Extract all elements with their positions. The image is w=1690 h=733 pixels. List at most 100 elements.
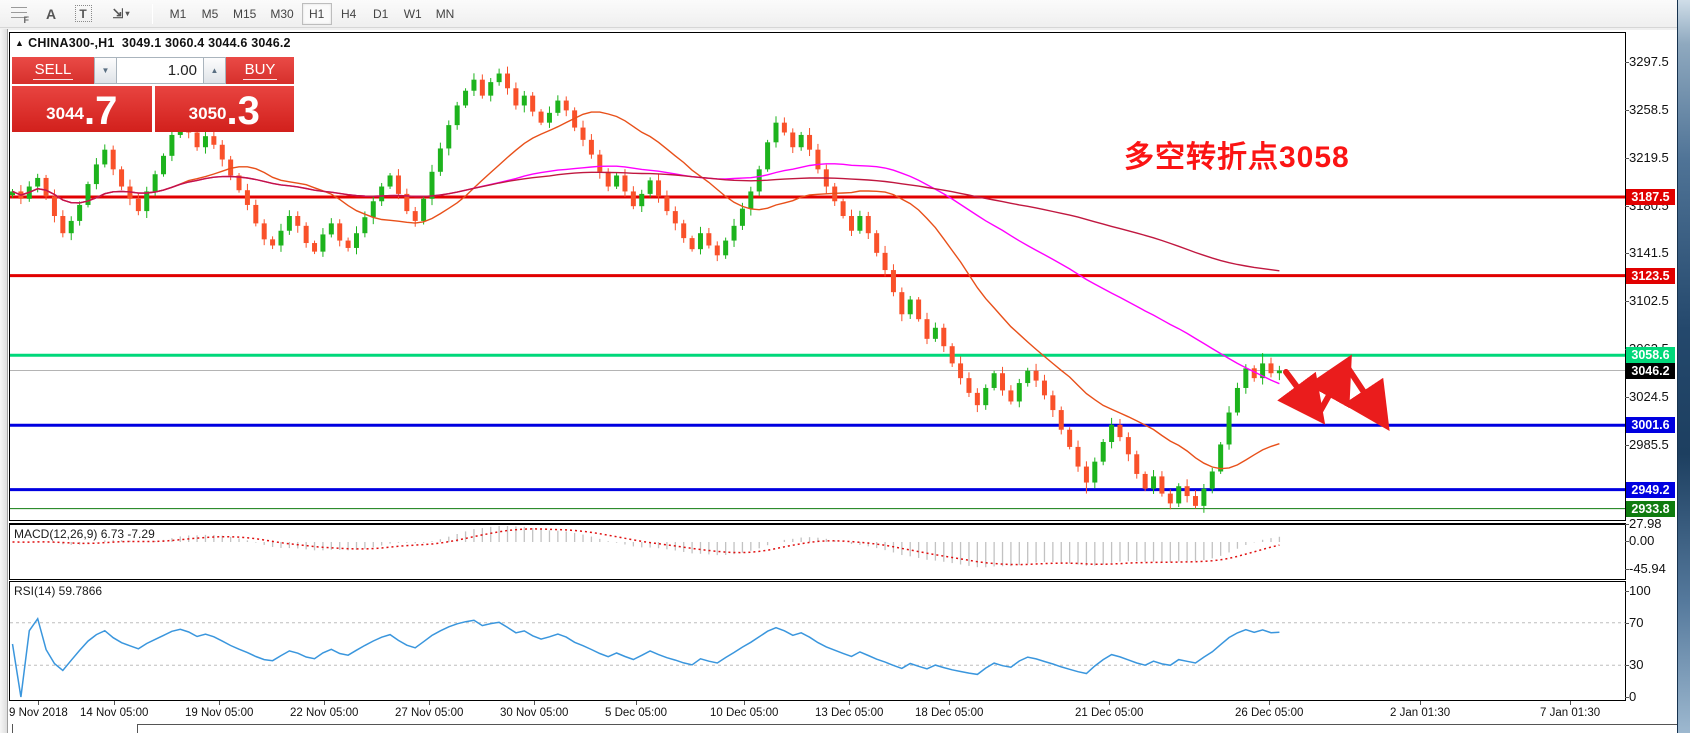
candle-body <box>51 196 57 217</box>
candle-body <box>882 252 888 271</box>
candle-body <box>748 191 754 209</box>
arrows-icon: ⇲ <box>112 5 124 21</box>
candle-body <box>1100 442 1106 462</box>
volume-increase-button[interactable]: ▲ <box>203 57 226 84</box>
candle-body <box>496 73 502 83</box>
chart-window: ▲ CHINA300-,H1 3049.1 3060.4 3044.6 3046.… <box>8 30 1677 733</box>
candle-body <box>1000 373 1006 391</box>
candle-body <box>119 169 125 187</box>
candle-body <box>521 95 527 106</box>
timeframe-m15[interactable]: M15 <box>233 6 257 21</box>
candle-body <box>312 243 318 252</box>
candle-body <box>815 149 821 170</box>
candle-body <box>337 223 343 241</box>
buy-button[interactable]: BUY <box>226 57 294 84</box>
trade-panel: SELL ▼ 1.00 ▲ BUY 3044.7 3050.3 <box>12 57 294 132</box>
candle-body <box>781 122 787 133</box>
volume-decrease-button[interactable]: ▼ <box>94 57 117 84</box>
price-badge-2933.8: 2933.8 <box>1626 500 1675 517</box>
sell-button[interactable]: SELL <box>12 57 94 84</box>
forecast-arrow-segment <box>1307 354 1352 418</box>
candlestick-chart <box>10 66 1625 513</box>
candle-body <box>1075 446 1081 467</box>
price-pane[interactable]: ▲ CHINA300-,H1 3049.1 3060.4 3044.6 3046.… <box>9 32 1626 521</box>
time-axis[interactable]: 9 Nov 2018 14 Nov 05:00 19 Nov 05:00 22 Nov… <box>9 701 1626 723</box>
candle-body <box>672 211 678 224</box>
price-tick: 2985.5 <box>1625 437 1669 453</box>
macd-pane[interactable]: MACD(12,26,9) 6.73 -7.29 <box>9 523 1626 580</box>
price-axis[interactable]: 3297.53258.53219.53180.53141.53102.53063… <box>1624 30 1677 725</box>
buy-price[interactable]: 3050.3 <box>154 86 294 132</box>
time-tick: 10 Dec 05:00 <box>710 701 779 719</box>
candle-body <box>1033 370 1039 381</box>
time-tick: 30 Nov 05:00 <box>500 701 569 719</box>
price-tick: 3141.5 <box>1625 245 1669 261</box>
candle-body <box>270 239 276 246</box>
text-box-tool-button[interactable]: T <box>70 3 96 25</box>
candle-body <box>1260 363 1266 379</box>
candle-body <box>303 225 309 244</box>
candle-body <box>244 190 250 205</box>
candle-body <box>152 174 158 192</box>
candle-body <box>890 270 896 293</box>
sell-price[interactable]: 3044.7 <box>12 86 152 132</box>
candle-body <box>93 164 99 185</box>
candle-body <box>471 79 477 91</box>
timeframe-mn[interactable]: MN <box>435 6 455 21</box>
candle-body <box>546 112 552 123</box>
candle-body <box>370 201 376 218</box>
candle-body <box>1025 370 1031 384</box>
candle-body <box>681 223 687 239</box>
candle-body <box>966 378 972 393</box>
candle-body <box>169 134 175 156</box>
chart-title: ▲ CHINA300-,H1 3049.1 3060.4 3044.6 3046.… <box>15 36 291 50</box>
candle-body <box>1184 486 1190 497</box>
price-badge-3001.6: 3001.6 <box>1626 417 1675 434</box>
candle-body <box>849 216 854 231</box>
candle-body <box>219 144 225 160</box>
text-annotation[interactable]: 多空转折点3058 <box>1124 141 1350 174</box>
fibonacci-tool-button[interactable]: F <box>6 3 32 25</box>
candle-body <box>110 149 116 170</box>
timeframe-m30[interactable]: M30 <box>270 6 294 21</box>
timeframe-d1[interactable]: D1 <box>373 6 389 21</box>
text-label-tool-button[interactable]: A <box>38 3 64 25</box>
macd-chart <box>12 526 1281 568</box>
price-badge-2949.2: 2949.2 <box>1626 481 1675 498</box>
candle-body <box>1134 454 1140 474</box>
rsi-pane[interactable]: RSI(14) 59.7866 <box>9 581 1626 701</box>
time-tick: 13 Dec 05:00 <box>815 701 884 719</box>
timeframe-m1[interactable]: M1 <box>169 6 187 21</box>
candle-body <box>353 233 359 248</box>
candle-body <box>68 220 74 234</box>
candle-body <box>865 216 871 234</box>
time-tick: 2 Jan 01:30 <box>1390 701 1451 719</box>
candle-body <box>983 387 989 406</box>
text-box-icon: T <box>74 5 92 22</box>
timeframe-w1[interactable]: W1 <box>403 6 422 21</box>
candle-body <box>1176 486 1182 504</box>
rsi-tick: 30 <box>1624 657 1644 673</box>
arrow-objects-tool-button[interactable]: ⇲ ▾ <box>102 3 140 25</box>
candle-body <box>1083 466 1089 483</box>
price-badge-3187.5: 3187.5 <box>1626 188 1675 205</box>
candle-body <box>412 211 418 221</box>
candle-body <box>807 134 813 150</box>
candle-body <box>739 208 745 226</box>
candle-body <box>580 127 586 140</box>
candle-body <box>1008 390 1014 402</box>
candle-body <box>538 111 544 123</box>
timeframe-h1[interactable]: H1 <box>301 2 332 25</box>
toolbar: F A T ⇲ ▾ M1 M5 M15 M30 H1 H4 D1 W1 MN <box>0 0 1678 28</box>
volume-input[interactable]: 1.00 <box>117 57 203 84</box>
candle-body <box>530 95 536 112</box>
fibonacci-icon: F <box>11 6 29 25</box>
chart-tab[interactable] <box>12 724 138 733</box>
timeframe-m5[interactable]: M5 <box>201 6 219 21</box>
timeframe-h4[interactable]: H4 <box>341 6 357 21</box>
price-badge-3123.5: 3123.5 <box>1626 267 1675 284</box>
candle-body <box>1234 387 1240 413</box>
candle-body <box>697 233 703 250</box>
candle-body <box>857 216 863 231</box>
ohlc-values: 3049.1 3060.4 3044.6 3046.2 <box>121 36 291 50</box>
